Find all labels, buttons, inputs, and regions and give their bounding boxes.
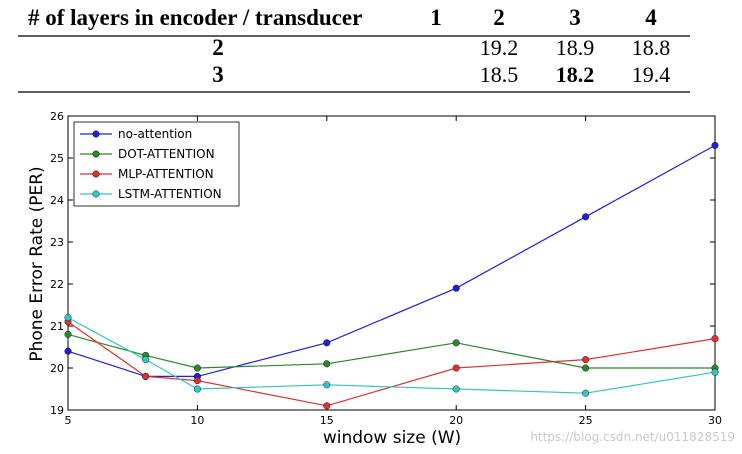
legend: no-attention DOT-ATTENTION MLP-ATTENTION LS…	[73, 121, 240, 207]
results-table: # of layers in encoder / transducer 1 2 …	[18, 5, 690, 93]
data-point	[323, 402, 331, 410]
table-header-col-4: 4	[645, 5, 657, 30]
data-point	[452, 339, 460, 347]
table-cell: 18.9	[556, 35, 595, 60]
plot-frame	[67, 115, 716, 411]
data-point	[323, 360, 331, 368]
legend-label: LSTM-ATTENTION	[118, 187, 222, 201]
y-tick-label: 25	[50, 152, 64, 165]
series-mlp-attention	[64, 318, 719, 410]
data-point	[582, 364, 590, 372]
table-cell-best: 18.2	[556, 62, 595, 87]
legend-swatch-marker	[92, 170, 100, 178]
data-point	[193, 385, 201, 393]
series-lstm-attention	[64, 314, 719, 397]
table-cell: 18.8	[632, 35, 671, 60]
legend-label: no-attention	[118, 127, 192, 141]
data-point	[64, 314, 72, 322]
table-cell: 19.2	[480, 35, 519, 60]
data-point	[711, 335, 719, 343]
x-tick-label: 15	[320, 414, 334, 427]
watermark: https://blog.csdn.net/u011828519	[530, 430, 735, 444]
data-point	[582, 213, 590, 221]
data-point	[142, 356, 150, 364]
legend-label: MLP-ATTENTION	[118, 167, 214, 181]
y-tick-label: 26	[50, 110, 64, 123]
x-tick-label: 5	[65, 414, 72, 427]
legend-swatch-marker	[92, 150, 100, 158]
x-tick-label: 10	[190, 414, 204, 427]
data-point	[64, 330, 72, 338]
y-tick-label: 19	[50, 404, 64, 417]
data-point	[582, 356, 590, 364]
y-tick-label: 20	[50, 362, 64, 375]
y-tick-label: 23	[50, 236, 64, 249]
y-tick-label: 24	[50, 194, 64, 207]
legend-box	[73, 121, 240, 207]
data-point	[452, 284, 460, 292]
series-line	[67, 321, 716, 407]
table-header-col-3: 3	[569, 5, 581, 30]
plot-area-border	[67, 115, 716, 411]
table-cell: 18.5	[480, 62, 519, 87]
data-point	[323, 381, 331, 389]
x-tick-label: 30	[708, 414, 722, 427]
data-point	[452, 385, 460, 393]
data-point	[193, 377, 201, 385]
table-cell: 19.4	[632, 62, 671, 87]
table-header-col-2: 2	[493, 5, 505, 30]
data-point	[582, 389, 590, 397]
y-tick-label: 21	[50, 320, 64, 333]
table-header-col-1: 1	[430, 5, 442, 30]
series-line	[67, 333, 715, 369]
x-tick-label: 25	[579, 414, 593, 427]
legend-swatch-marker	[92, 190, 100, 198]
data-point	[711, 141, 719, 149]
table-header-label: # of layers in encoder / transducer	[28, 5, 362, 30]
data-point	[64, 347, 72, 355]
data-point	[142, 372, 150, 380]
series-line	[67, 317, 716, 394]
data-point	[711, 368, 719, 376]
legend-label: DOT-ATTENTION	[118, 147, 215, 161]
data-point	[452, 364, 460, 372]
series-layer	[64, 141, 719, 410]
legend-swatch-marker	[92, 130, 100, 138]
axis-ticks: 5 10 15 20 25 30 19 20 21 22 23 24 25 26	[50, 110, 722, 427]
x-axis-title: window size (W)	[323, 428, 461, 448]
table-row-label: 3	[212, 62, 224, 87]
data-point	[193, 364, 201, 372]
y-axis-title: Phone Error Rate (PER)	[27, 166, 47, 361]
x-tick-label: 20	[449, 414, 463, 427]
y-tick-label: 22	[50, 278, 64, 291]
per-chart: 5 10 15 20 25 30 19 20 21 22 23 24 25 26 no-attention…	[27, 110, 735, 448]
table-row-label: 2	[212, 35, 224, 60]
data-point	[323, 339, 331, 347]
series-dot-attention	[64, 330, 719, 372]
